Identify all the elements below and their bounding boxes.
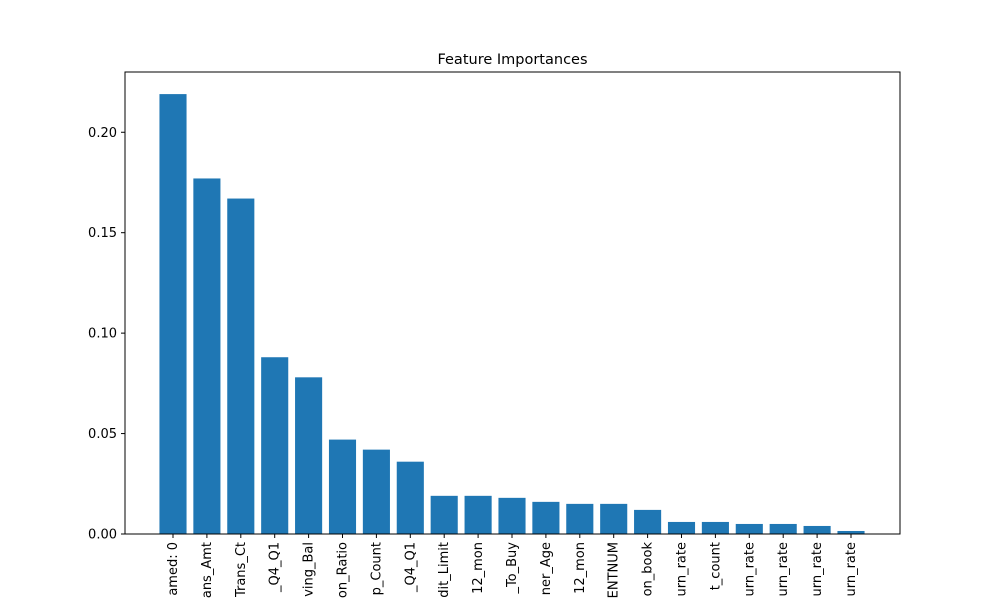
bar-13 xyxy=(600,503,628,534)
x-tick-label-14: on_book xyxy=(641,542,656,597)
x-tick-label-6: p_Count xyxy=(369,542,384,595)
bar-14 xyxy=(634,509,662,534)
bar-17 xyxy=(735,523,763,534)
plot-frame xyxy=(124,71,901,535)
bar-8 xyxy=(430,495,458,534)
x-tick-label-9: 12_mon xyxy=(471,542,486,594)
x-tick-label-1: ans_Amt xyxy=(200,542,215,598)
y-tick-label-2: 0.10 xyxy=(88,327,117,342)
x-tick-label-12: 12_mon xyxy=(573,542,588,594)
bars-group xyxy=(159,94,865,535)
bar-2 xyxy=(227,198,255,534)
y-tick-label-4: 0.20 xyxy=(88,126,117,141)
bar-1 xyxy=(193,178,221,534)
y-tick-label-1: 0.05 xyxy=(88,427,117,442)
x-tick-label-8: dit_Limit xyxy=(437,542,452,598)
x-tick-label-4: ving_Bal xyxy=(302,542,317,597)
bar-12 xyxy=(566,503,594,534)
x-tick-label-7: _Q4_Q1 xyxy=(403,542,418,593)
x-tick-label-15: urn_rate xyxy=(675,542,690,597)
bar-0 xyxy=(159,94,187,535)
bar-3 xyxy=(261,357,289,534)
y-tick-label-0: 0.00 xyxy=(88,528,117,543)
x-tick-label-10: _To_Buy xyxy=(505,542,520,595)
bar-5 xyxy=(328,439,357,534)
bar-16 xyxy=(701,521,729,534)
x-tick-label-0: amed: 0 xyxy=(166,542,181,596)
x-tick-label-16: t_count xyxy=(708,542,723,590)
x-tick-label-19: urn_rate xyxy=(810,542,825,597)
x-tick-label-2: Trans_Ct xyxy=(234,542,249,598)
chart-title: Feature Importances xyxy=(437,52,587,68)
bar-11 xyxy=(532,501,560,534)
bar-18 xyxy=(769,523,797,534)
y-tick-label-3: 0.15 xyxy=(88,226,117,241)
bar-7 xyxy=(396,461,424,534)
x-tick-label-3: _Q4_Q1 xyxy=(268,542,283,593)
bar-20 xyxy=(837,530,865,534)
y-axis: 0.00 0.05 0.10 0.15 0.20 xyxy=(88,126,125,543)
bar-19 xyxy=(803,525,831,534)
x-tick-label-11: ner_Age xyxy=(539,542,554,595)
x-axis: amed: 0 ans_Amt Trans_Ct _Q4_Q1 ving_Bal on_R… xyxy=(166,534,859,598)
bar-9 xyxy=(464,495,492,534)
bar-4 xyxy=(295,377,323,534)
x-tick-label-20: urn_rate xyxy=(844,542,859,597)
x-tick-label-18: urn_rate xyxy=(776,542,791,597)
bar-6 xyxy=(362,449,390,534)
x-tick-label-13: ENTNUM xyxy=(607,542,622,598)
bar-15 xyxy=(667,521,696,534)
x-tick-label-17: urn_rate xyxy=(742,542,757,597)
x-tick-label-5: on_Ratio xyxy=(336,542,351,598)
bar-10 xyxy=(498,497,526,534)
